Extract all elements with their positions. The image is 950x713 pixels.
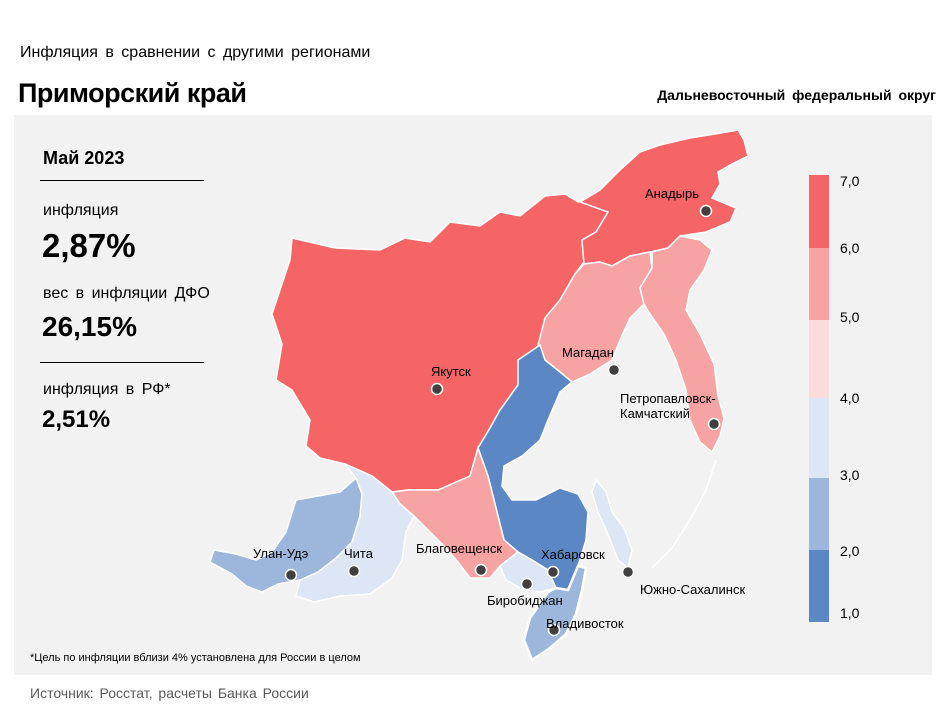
legend: 7,0 6,0 5,0 4,0 3,0 2,0 1,0 (809, 173, 860, 622)
city-markers (284, 204, 721, 637)
legend-swatch-1-2 (809, 550, 829, 622)
weight-value: 26,15% (42, 311, 137, 342)
footnote: *Цель по инфляции вблизи 4% установлена … (30, 652, 361, 664)
source-note: Источник: Росстат, расчеты Банка России (30, 685, 309, 701)
legend-tick: 6,0 (840, 240, 860, 256)
period-label: Май 2023 (43, 148, 125, 168)
marker-blagoveshchensk (474, 563, 488, 577)
rf-inflation-value: 2,51% (42, 406, 111, 433)
inflation-value: 2,87% (42, 227, 136, 264)
marker-ulan-ude (284, 568, 298, 582)
label-petropavlovsk-1: Петропавловск- (620, 391, 716, 406)
label-chita: Чита (344, 546, 374, 561)
rf-inflation-label: инфляция в РФ* (43, 381, 171, 398)
marker-yakutsk (430, 382, 444, 396)
legend-swatch-5-6 (809, 248, 829, 320)
region-kamchatka (639, 235, 725, 454)
label-petropavlovsk-2: Камчатский (620, 406, 690, 421)
subtitle: Инфляция в сравнении с другими регионами (20, 44, 371, 61)
marker-chita (347, 564, 361, 578)
legend-tick: 1,0 (840, 605, 860, 621)
region-magadan (537, 251, 653, 383)
page-title: Приморский край (18, 78, 247, 108)
legend-swatch-2-3 (809, 478, 829, 550)
marker-vladivostok (547, 623, 561, 637)
marker-yuzhno (621, 565, 635, 579)
label-blagoveshchensk: Благовещенск (416, 541, 502, 556)
label-anadyr: Анадырь (645, 186, 699, 201)
marker-khabarovsk (546, 565, 560, 579)
label-magadan: Магадан (562, 345, 614, 360)
region-primorsky (522, 564, 588, 662)
legend-swatch-3-4 (809, 398, 829, 478)
label-birobidzhan: Биробиджан (487, 593, 563, 608)
label-vladivostok: Владивосток (546, 616, 624, 631)
label-khabarovsk: Хабаровск (541, 547, 605, 562)
marker-anadyr (699, 204, 713, 218)
divider-bottom (40, 362, 204, 363)
label-ulan-ude: Улан-Удэ (253, 546, 309, 561)
marker-magadan (607, 363, 621, 377)
region-kurils (651, 459, 717, 569)
label-yuzhno: Южно-Сахалинск (640, 582, 745, 597)
label-yakutsk: Якутск (431, 364, 471, 379)
legend-tick: 2,0 (840, 543, 860, 559)
marker-birobidzhan (520, 577, 534, 591)
legend-swatch-4-5 (809, 320, 829, 398)
legend-tick: 4,0 (840, 390, 860, 406)
region-buryatia (209, 476, 363, 593)
legend-tick: 7,0 (840, 173, 860, 189)
divider-top (40, 180, 204, 181)
legend-tick: 5,0 (840, 309, 860, 325)
district-label: Дальневосточный федеральный округ (657, 87, 936, 103)
legend-swatch-6-7 (809, 175, 829, 248)
inflation-label: инфляция (43, 202, 119, 219)
legend-tick: 3,0 (840, 467, 860, 483)
marker-petropavlovsk (707, 417, 721, 431)
weight-label: вес в инфляции ДФО (43, 285, 210, 302)
